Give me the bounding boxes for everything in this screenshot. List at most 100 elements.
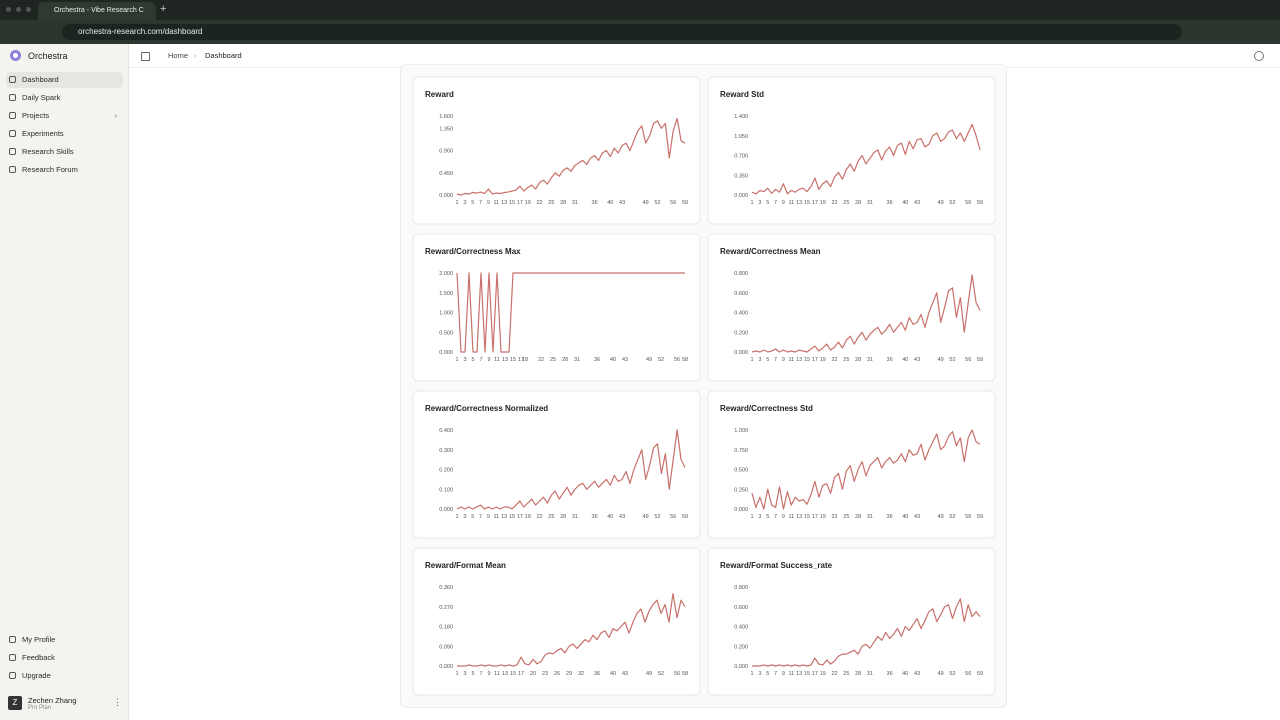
footer-item[interactable]: My Profile bbox=[6, 632, 123, 648]
x-tick-label: 49 bbox=[646, 671, 652, 677]
x-tick-label: 17 bbox=[517, 514, 523, 520]
x-tick-label: 9 bbox=[782, 514, 785, 520]
y-tick-label: 0.600 bbox=[734, 605, 748, 611]
tab-bar: Orchestra - Vibe Research C + bbox=[0, 0, 1280, 20]
nav-item[interactable]: Projects › bbox=[6, 108, 123, 124]
window-dot[interactable] bbox=[16, 7, 21, 12]
y-tick-label: 0.750 bbox=[734, 448, 748, 454]
x-tick-label: 25 bbox=[548, 200, 554, 206]
x-tick-label: 49 bbox=[938, 671, 944, 677]
chart-card bbox=[412, 390, 701, 539]
browser-tab[interactable]: Orchestra - Vibe Research C bbox=[38, 2, 156, 20]
url-field[interactable]: orchestra-research.com/dashboard bbox=[62, 24, 1182, 40]
x-tick-label: 43 bbox=[914, 200, 920, 206]
x-tick-label: 59 bbox=[977, 357, 983, 363]
theme-toggle[interactable] bbox=[1254, 51, 1264, 61]
x-tick-label: 11 bbox=[788, 671, 794, 677]
x-tick-label: 19 bbox=[820, 200, 826, 206]
x-tick-label: 3 bbox=[758, 200, 761, 206]
breadcrumb: Dashboard bbox=[205, 51, 242, 60]
chart-title: Reward/Correctness Max bbox=[425, 247, 521, 256]
x-tick-label: 52 bbox=[949, 200, 955, 206]
window-dot[interactable] bbox=[26, 7, 31, 12]
y-tick-label: 0.500 bbox=[439, 330, 453, 336]
x-tick-label: 58 bbox=[682, 357, 688, 363]
x-tick-label: 13 bbox=[501, 514, 507, 520]
x-tick-label: 7 bbox=[479, 357, 482, 363]
x-tick-label: 36 bbox=[592, 200, 598, 206]
brand-name[interactable]: Orchestra bbox=[28, 51, 68, 61]
x-tick-label: 1 bbox=[750, 357, 753, 363]
x-tick-label: 13 bbox=[796, 357, 802, 363]
x-tick-label: 28 bbox=[855, 357, 861, 363]
footer-item[interactable]: Feedback bbox=[6, 650, 123, 666]
footer-label: Feedback bbox=[22, 653, 55, 662]
user-menu[interactable]: ⋮ bbox=[113, 697, 122, 707]
sidebar-toggle[interactable] bbox=[141, 52, 150, 61]
nav-item[interactable]: Experiments bbox=[6, 126, 123, 142]
y-tick-label: 0.100 bbox=[439, 487, 453, 493]
x-tick-label: 52 bbox=[949, 357, 955, 363]
avatar[interactable]: Z bbox=[8, 696, 22, 710]
user-name[interactable]: Zechen Zhang bbox=[28, 696, 77, 705]
y-tick-label: 0.600 bbox=[734, 291, 748, 297]
x-tick-label: 11 bbox=[788, 514, 794, 520]
x-tick-label: 43 bbox=[914, 357, 920, 363]
y-tick-label: 1.400 bbox=[734, 114, 748, 120]
x-tick-label: 31 bbox=[867, 671, 873, 677]
x-tick-label: 56 bbox=[965, 200, 971, 206]
x-tick-label: 17 bbox=[518, 357, 524, 363]
x-tick-label: 15 bbox=[804, 200, 810, 206]
x-tick-label: 22 bbox=[831, 200, 837, 206]
x-tick-label: 43 bbox=[622, 671, 628, 677]
series-line bbox=[456, 117, 686, 196]
breadcrumb[interactable]: Home bbox=[168, 51, 189, 60]
x-tick-label: 22 bbox=[831, 357, 837, 363]
y-tick-label: 0.200 bbox=[734, 644, 748, 650]
y-tick-label: 0.900 bbox=[439, 149, 453, 155]
y-tick-label: 0.270 bbox=[439, 605, 453, 611]
x-tick-label: 43 bbox=[619, 200, 625, 206]
y-tick-label: 0.360 bbox=[439, 585, 453, 591]
x-tick-label: 40 bbox=[902, 200, 908, 206]
x-tick-label: 13 bbox=[796, 514, 802, 520]
series-line bbox=[751, 274, 981, 353]
x-tick-label: 59 bbox=[977, 514, 983, 520]
new-tab[interactable]: + bbox=[160, 3, 167, 15]
x-tick-label: 17 bbox=[812, 357, 818, 363]
chart-card bbox=[412, 76, 701, 225]
x-tick-label: 36 bbox=[594, 357, 600, 363]
nav-item[interactable]: Daily Spark bbox=[6, 90, 123, 106]
y-tick-label: 0.200 bbox=[734, 330, 748, 336]
x-tick-label: 36 bbox=[887, 671, 893, 677]
x-tick-label: 5 bbox=[471, 514, 474, 520]
x-tick-label: 11 bbox=[788, 357, 794, 363]
x-tick-label: 28 bbox=[855, 200, 861, 206]
x-tick-label: 15 bbox=[509, 200, 515, 206]
x-tick-label: 13 bbox=[796, 200, 802, 206]
x-tick-label: 40 bbox=[902, 671, 908, 677]
window-dot[interactable] bbox=[6, 7, 11, 12]
y-tick-label: 0.000 bbox=[439, 664, 453, 670]
footer-label: Upgrade bbox=[22, 671, 51, 680]
footer-item[interactable]: Upgrade bbox=[6, 668, 123, 684]
nav-item[interactable]: Dashboard bbox=[6, 72, 123, 88]
x-tick-label: 56 bbox=[965, 514, 971, 520]
x-tick-label: 31 bbox=[574, 357, 580, 363]
y-tick-label: 1.350 bbox=[439, 126, 453, 132]
nav-item[interactable]: Research Forum bbox=[6, 162, 123, 178]
x-tick-label: 5 bbox=[766, 357, 769, 363]
series-line bbox=[457, 592, 686, 667]
y-tick-label: 0.200 bbox=[439, 468, 453, 474]
nav-item[interactable]: Research Skills bbox=[6, 144, 123, 160]
chart-title: Reward/Correctness Normalized bbox=[425, 404, 548, 413]
x-tick-label: 1 bbox=[750, 671, 753, 677]
y-tick-label: 0.800 bbox=[734, 585, 748, 591]
x-tick-label: 9 bbox=[487, 357, 490, 363]
x-tick-label: 1 bbox=[455, 514, 458, 520]
nav-label: Research Skills bbox=[22, 147, 74, 156]
y-tick-label: 1.000 bbox=[734, 428, 748, 434]
x-tick-label: 19 bbox=[820, 671, 826, 677]
x-tick-label: 52 bbox=[658, 671, 664, 677]
x-tick-label: 11 bbox=[494, 357, 500, 363]
